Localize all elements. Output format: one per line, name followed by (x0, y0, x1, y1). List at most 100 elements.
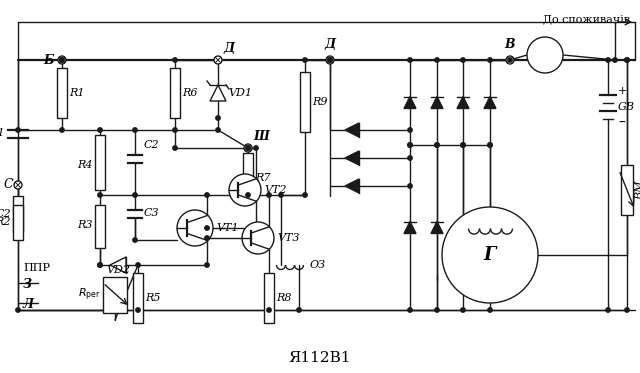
Circle shape (613, 58, 617, 62)
Bar (621, 165, 633, 215)
Text: $R_{\rm per}$: $R_{\rm per}$ (78, 287, 101, 303)
Bar (57, 68, 67, 118)
Circle shape (60, 58, 64, 62)
Bar (103, 277, 127, 313)
Text: R3: R3 (77, 220, 93, 230)
Circle shape (625, 58, 629, 62)
Circle shape (408, 156, 412, 160)
Circle shape (303, 193, 307, 197)
Text: VD1: VD1 (228, 88, 252, 98)
Circle shape (246, 146, 250, 150)
Circle shape (408, 143, 412, 147)
Text: R8: R8 (276, 293, 291, 303)
Circle shape (205, 236, 209, 240)
Circle shape (508, 58, 512, 62)
Circle shape (246, 193, 250, 197)
Bar (95, 205, 105, 248)
Circle shape (133, 193, 137, 197)
Bar (300, 72, 310, 132)
Polygon shape (431, 97, 443, 109)
Bar (264, 273, 274, 323)
Polygon shape (484, 222, 496, 233)
Text: VT2: VT2 (264, 185, 287, 195)
Text: VT3: VT3 (277, 233, 300, 243)
Circle shape (408, 58, 412, 62)
Bar (243, 153, 253, 198)
Text: Б: Б (44, 53, 54, 66)
Text: R6: R6 (182, 88, 198, 98)
Circle shape (506, 56, 514, 64)
Text: R9: R9 (312, 97, 328, 107)
Text: ОЗ: ОЗ (310, 260, 326, 270)
Polygon shape (457, 97, 469, 109)
Text: С: С (3, 179, 13, 191)
Circle shape (98, 263, 102, 267)
Circle shape (244, 144, 252, 152)
Bar (13, 205, 23, 240)
Circle shape (488, 58, 492, 62)
Text: GB: GB (618, 102, 635, 112)
Polygon shape (210, 85, 226, 101)
Circle shape (173, 128, 177, 132)
Text: R5: R5 (145, 293, 161, 303)
Circle shape (488, 308, 492, 312)
Circle shape (173, 58, 177, 62)
Circle shape (297, 308, 301, 312)
Circle shape (303, 58, 307, 62)
Polygon shape (431, 222, 443, 233)
Circle shape (625, 308, 629, 312)
Text: В: В (505, 38, 515, 51)
Text: C2: C2 (144, 140, 159, 150)
Circle shape (606, 58, 610, 62)
Circle shape (205, 263, 209, 267)
Circle shape (527, 37, 563, 73)
Text: Г: Г (484, 246, 496, 264)
Text: Ш: Ш (253, 129, 269, 142)
Polygon shape (404, 222, 416, 233)
Bar (170, 68, 180, 118)
Circle shape (442, 207, 538, 303)
Circle shape (461, 143, 465, 147)
Text: R2: R2 (0, 217, 11, 227)
Text: ВМ: ВМ (635, 180, 640, 200)
Circle shape (60, 128, 64, 132)
Circle shape (58, 56, 66, 64)
Circle shape (435, 58, 439, 62)
Circle shape (98, 193, 102, 197)
Circle shape (435, 143, 439, 147)
Circle shape (267, 193, 271, 197)
Circle shape (98, 128, 102, 132)
Circle shape (326, 56, 334, 64)
Circle shape (408, 308, 412, 312)
Circle shape (279, 193, 283, 197)
Text: Д: Д (324, 38, 335, 51)
Circle shape (16, 308, 20, 312)
Circle shape (267, 308, 271, 312)
Circle shape (216, 116, 220, 120)
Circle shape (246, 146, 250, 150)
Text: З: З (23, 279, 32, 292)
Circle shape (435, 143, 439, 147)
Circle shape (136, 263, 140, 267)
Circle shape (242, 222, 274, 254)
Text: Л: Л (23, 298, 34, 311)
Circle shape (625, 58, 629, 62)
Bar (95, 135, 105, 190)
Circle shape (408, 128, 412, 132)
Circle shape (60, 58, 64, 62)
Bar (133, 273, 143, 323)
Text: Д: Д (223, 41, 234, 54)
Text: ППР: ППР (23, 263, 50, 273)
Polygon shape (345, 151, 359, 165)
Circle shape (606, 308, 610, 312)
Circle shape (328, 58, 332, 62)
Text: +: + (618, 86, 627, 96)
Text: R1: R1 (69, 88, 84, 98)
Circle shape (133, 238, 137, 242)
Circle shape (461, 308, 465, 312)
Circle shape (177, 210, 213, 246)
Circle shape (14, 181, 22, 189)
Circle shape (488, 143, 492, 147)
Circle shape (216, 128, 220, 132)
Text: R4: R4 (77, 160, 93, 170)
